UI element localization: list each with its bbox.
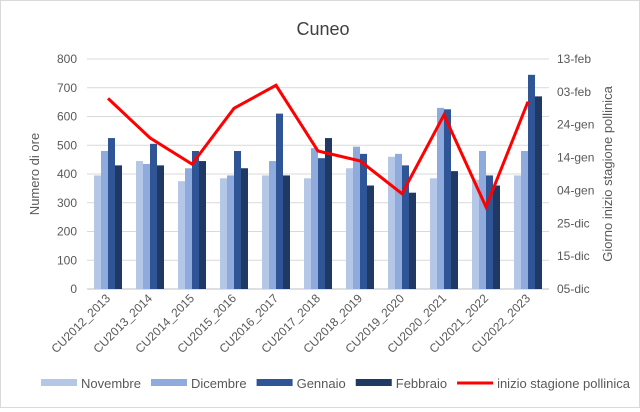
legend-swatch — [355, 379, 392, 386]
y-tick-label: 500 — [57, 138, 77, 152]
bar-dicembre — [479, 151, 486, 289]
bar-novembre — [514, 175, 521, 289]
bar-febbraio — [367, 185, 374, 289]
bar-febbraio — [493, 185, 500, 289]
y2-tick-label: 04-gen — [557, 183, 594, 197]
bar-novembre — [220, 178, 227, 289]
bar-febbraio — [283, 175, 290, 289]
legend-swatch — [41, 379, 77, 386]
bar-gennaio — [276, 113, 283, 289]
bar-febbraio — [157, 165, 164, 289]
y-tick-label: 200 — [57, 225, 77, 239]
y-tick-label: 100 — [57, 253, 77, 267]
bar-gennaio — [444, 109, 451, 289]
bars-group — [94, 74, 542, 289]
bar-dicembre — [353, 146, 360, 289]
bar-gennaio — [402, 165, 409, 289]
bar-novembre — [430, 178, 437, 289]
bar-novembre — [262, 175, 269, 289]
bar-febbraio — [115, 165, 122, 289]
y2-tick-label: 25-dic — [557, 216, 590, 230]
legend-swatch — [150, 379, 187, 386]
y-axis-title: Numero di ore — [27, 133, 42, 215]
bar-gennaio — [360, 153, 367, 289]
legend-swatch — [256, 379, 293, 386]
bar-gennaio — [108, 138, 115, 289]
bar-dicembre — [311, 148, 318, 289]
bar-dicembre — [269, 161, 276, 289]
bar-febbraio — [199, 161, 206, 289]
legend-label: inizio stagione pollinica — [497, 376, 631, 391]
y2-tick-label: 24-gen — [557, 118, 594, 132]
line-group — [106, 83, 530, 211]
y2-tick-label: 03-feb — [557, 85, 591, 99]
bar-novembre — [472, 179, 479, 289]
bar-dicembre — [185, 168, 192, 289]
bar-febbraio — [325, 138, 332, 289]
bar-dicembre — [521, 151, 528, 289]
bar-novembre — [304, 178, 311, 289]
bar-gennaio — [150, 143, 157, 289]
bar-novembre — [94, 175, 101, 289]
bar-gennaio — [486, 175, 493, 289]
bar-gennaio — [234, 151, 241, 289]
y2-tick-label: 13-feb — [557, 52, 591, 66]
y-tick-label: 400 — [57, 167, 77, 181]
y-tick-label: 300 — [57, 196, 77, 210]
bar-dicembre — [227, 175, 234, 289]
bar-novembre — [388, 156, 395, 289]
bar-febbraio — [451, 171, 458, 289]
bar-dicembre — [437, 107, 444, 289]
y-tick-label: 0 — [70, 282, 77, 296]
bar-dicembre — [395, 153, 402, 289]
legend-label: Febbraio — [396, 376, 447, 391]
bar-dicembre — [101, 151, 108, 289]
legend: Novembre Dicembre Gennaio Febbraio inizio st… — [41, 376, 631, 391]
legend-label: Dicembre — [191, 376, 247, 391]
bar-dicembre — [143, 163, 150, 289]
y2-tick-label: 15-dic — [557, 249, 590, 263]
y-tick-label: 600 — [57, 110, 77, 124]
legend-label: Gennaio — [297, 376, 346, 391]
y-tick-label: 700 — [57, 81, 77, 95]
y-tick-label: 800 — [57, 52, 77, 66]
bar-febbraio — [535, 96, 542, 289]
bar-febbraio — [409, 192, 416, 289]
y2-tick-label: 14-gen — [557, 151, 594, 165]
bar-novembre — [346, 168, 353, 289]
line-series-inizio-stagione — [106, 83, 530, 211]
bar-gennaio — [528, 74, 535, 289]
y2-tick-label: 05-dic — [557, 282, 590, 296]
bar-gennaio — [318, 158, 325, 289]
bar-gennaio — [192, 151, 199, 289]
legend-label: Novembre — [81, 376, 141, 391]
chart-title: Cuneo — [296, 19, 349, 39]
bar-novembre — [136, 161, 143, 289]
bar-febbraio — [241, 168, 248, 289]
bar-novembre — [178, 181, 185, 289]
y2-axis-title: Giorno inizio stagione pollinica — [600, 85, 615, 261]
